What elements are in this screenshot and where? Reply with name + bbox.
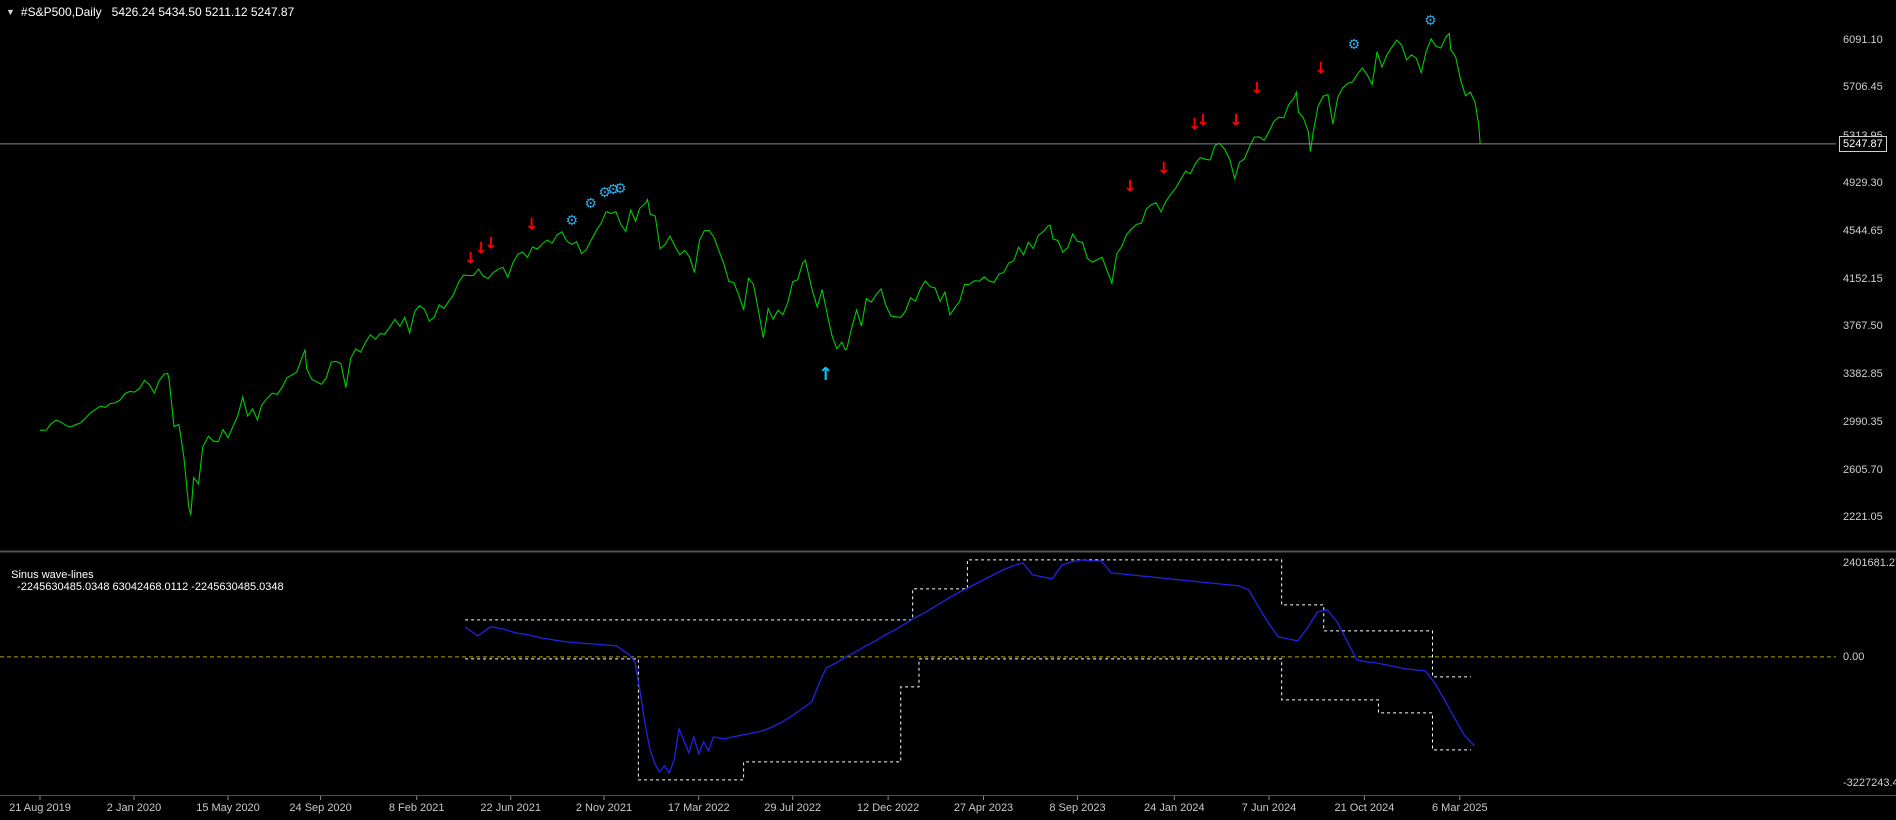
symbol-marker-icon: ▼	[6, 7, 15, 17]
time-axis-label: 15 May 2020	[196, 802, 260, 814]
time-axis-label: 21 Aug 2019	[9, 802, 71, 814]
sell-arrow-icon: ↓	[525, 214, 538, 233]
ohlc-values: 5426.24 5434.50 5211.12 5247.87	[111, 5, 295, 19]
time-axis-label: 8 Sep 2023	[1049, 802, 1106, 814]
time-axis-label: 17 Mar 2022	[667, 802, 730, 814]
gear-icon: ⚙	[584, 196, 597, 212]
time-axis-label: 24 Jan 2024	[1144, 802, 1205, 814]
indicator-title: Sinus wave-lines -2245630485.0348 630424…	[5, 557, 284, 593]
symbol-period-label: #S&P500,Daily	[20, 5, 102, 19]
indicator-name-label: Sinus wave-lines	[11, 569, 94, 581]
time-axis-label: 6 Mar 2025	[1432, 802, 1488, 814]
price-axis-label: 6091.10	[1843, 34, 1883, 46]
sell-arrow-icon: ↓	[1157, 158, 1170, 177]
time-scale[interactable]	[0, 796, 1896, 820]
gear-icon: ⚙	[565, 213, 578, 229]
time-axis-label: 21 Oct 2024	[1334, 802, 1395, 814]
gear-icon: ⚙	[1424, 13, 1437, 29]
sell-arrow-icon: ↓	[475, 238, 488, 257]
price-axis-label: 2221.05	[1843, 511, 1883, 523]
time-axis-label: 2 Jan 2020	[106, 802, 162, 814]
sell-arrow-icon: ↓	[1196, 110, 1209, 129]
price-axis-label: 2605.70	[1843, 463, 1883, 476]
gear-icon: ⚙	[614, 181, 627, 197]
chart-title: ▼ #S&P500,Daily 5426.24 5434.50 5211.12 …	[6, 5, 294, 19]
sell-arrow-icon: ↓	[1250, 78, 1263, 97]
current-price-value: 5247.87	[1843, 137, 1883, 150]
indicator-axis-zero-label: 0.00	[1843, 650, 1865, 663]
indicator-values: -2245630485.0348 63042468.0112 -22456304…	[17, 581, 284, 593]
sell-arrow-icon: ↓	[1123, 176, 1136, 195]
price-axis-label: 5706.45	[1843, 81, 1883, 94]
current-price-tag: 5247.87	[1839, 135, 1887, 152]
gear-icon: ⚙	[1348, 37, 1361, 53]
time-axis-label: 7 Jun 2024	[1241, 802, 1297, 814]
time-axis-label: 8 Feb 2021	[388, 802, 445, 814]
time-axis-label: 2 Nov 2021	[575, 802, 633, 814]
sell-arrow-icon: ↓	[1188, 114, 1201, 133]
price-axis-label: 4544.65	[1843, 224, 1883, 237]
gear-icon: ⚙	[598, 185, 611, 201]
sell-arrow-icon: ↓	[484, 233, 497, 252]
indicator-axis-min-label: -3227243.41	[1843, 777, 1896, 789]
price-axis-label: 3382.85	[1843, 367, 1883, 380]
sell-arrow-icon: ↓	[464, 248, 477, 267]
price-axis-label: 4152.15	[1843, 272, 1883, 285]
time-axis-label: 29 Jul 2022	[764, 802, 822, 814]
sell-arrow-icon: ↓	[1314, 58, 1327, 77]
buy-arrow-icon: ↑	[818, 364, 833, 385]
time-axis-label: 27 Apr 2023	[953, 802, 1014, 814]
time-axis-label: 12 Dec 2022	[856, 802, 920, 814]
price-axis-label: 4929.30	[1843, 177, 1883, 190]
sell-arrow-icon: ↓	[1229, 110, 1242, 129]
price-scale[interactable]	[1838, 0, 1896, 795]
price-axis-label: 3767.50	[1843, 320, 1883, 333]
gear-icon: ⚙	[607, 182, 620, 198]
indicator-axis-max-label: 2401681.27	[1843, 557, 1896, 569]
time-axis-label: 22 Jun 2021	[480, 802, 541, 814]
price-axis-label: 2990.35	[1843, 416, 1883, 429]
time-axis-label: 24 Sep 2020	[289, 802, 352, 814]
